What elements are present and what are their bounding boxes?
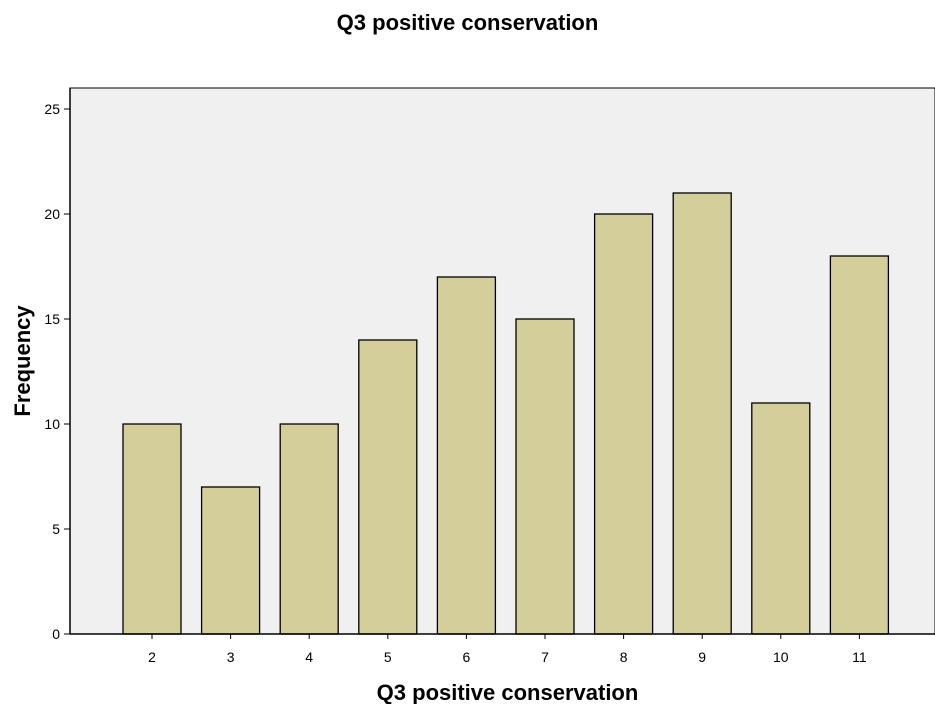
- y-ticks-group: 0 5 10 15 20 25: [44, 101, 70, 642]
- bar-11: [829, 255, 890, 635]
- x-ticks-group: 2 3 4 5 6 7 8 9 10 11: [148, 634, 867, 665]
- x-tick-label: 4: [305, 649, 313, 665]
- bar-10: [751, 402, 811, 635]
- x-tick-label: 9: [698, 649, 706, 665]
- x-tick-label: 2: [148, 649, 156, 665]
- bars-group: [122, 192, 890, 635]
- x-tick-label: 5: [384, 649, 392, 665]
- x-tick-label: 11: [852, 649, 867, 665]
- x-tick-label: 7: [541, 649, 549, 665]
- x-tick-label: 8: [620, 649, 628, 665]
- bar-5: [358, 339, 418, 635]
- y-tick-label: 10: [44, 416, 60, 432]
- y-tick-label: 20: [44, 206, 60, 222]
- y-tick-label: 15: [44, 311, 60, 327]
- x-tick-label: 3: [227, 649, 235, 665]
- x-tick-label: 6: [463, 649, 471, 665]
- bar-6: [436, 276, 497, 635]
- y-tick-label: 25: [44, 101, 60, 117]
- bar-2: [122, 423, 182, 635]
- y-tick-label: 5: [52, 521, 60, 537]
- bar-4: [279, 423, 339, 635]
- x-axis-title: Q3 positive conservation: [377, 680, 639, 704]
- bar-3: [200, 486, 261, 635]
- bar-9: [672, 192, 732, 635]
- chart-title: Q3 positive conservation: [336, 10, 599, 35]
- x-tick-label: 10: [773, 649, 789, 665]
- y-tick-label: 0: [52, 626, 60, 642]
- bar-8: [593, 213, 654, 635]
- bar-7: [515, 318, 575, 635]
- y-axis-title: Frequency: [10, 305, 35, 417]
